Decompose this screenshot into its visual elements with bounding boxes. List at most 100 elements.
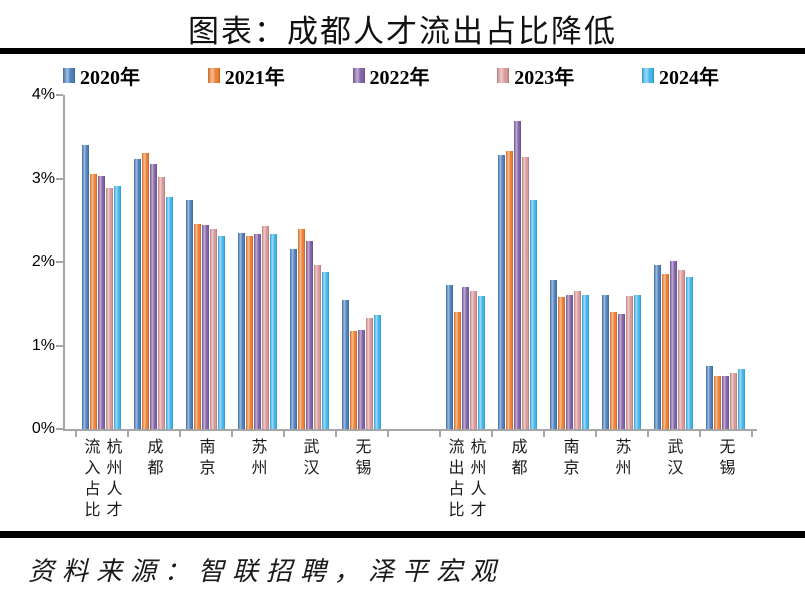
bar — [633, 295, 641, 429]
bar — [261, 226, 269, 429]
bar — [521, 156, 529, 429]
bar — [705, 366, 713, 429]
y-axis-tick — [56, 94, 63, 96]
bar — [245, 236, 253, 429]
x-axis-line — [63, 429, 757, 431]
bar — [149, 164, 157, 429]
x-axis-category-label: 南京 — [561, 438, 578, 480]
x-axis-label-column: 流入占比 — [81, 438, 99, 522]
bar — [193, 223, 201, 429]
legend-item-2022: 2022年 — [352, 61, 430, 90]
x-axis-category-label: 无锡 — [353, 438, 370, 480]
legend-swatch-icon — [642, 68, 654, 83]
x-axis-tick — [751, 429, 753, 437]
x-axis-tick — [231, 429, 233, 437]
x-axis-label-column: 杭州人才 — [103, 438, 121, 522]
legend-label: 2024年 — [659, 67, 719, 89]
chart-legend: 2020年 2021年 2022年 2023年 2024年 — [63, 61, 719, 90]
x-axis-category-label: 南京 — [197, 438, 214, 480]
bar — [617, 313, 625, 429]
x-axis-tick — [127, 429, 129, 437]
bar — [661, 273, 669, 429]
bar — [105, 187, 113, 429]
bar — [321, 272, 329, 429]
bar — [269, 234, 277, 429]
x-axis-category-label: 成都 — [509, 438, 526, 480]
x-axis-tick — [335, 429, 337, 437]
title-divider — [0, 48, 805, 54]
bar — [669, 261, 677, 429]
x-axis-category-label: 苏州 — [249, 438, 266, 480]
bar — [713, 376, 721, 429]
x-axis-label-column: 南京 — [560, 438, 578, 480]
bar — [573, 291, 581, 429]
legend-label: 2021年 — [224, 67, 285, 89]
x-axis-label-column: 苏州 — [248, 438, 266, 480]
bar — [305, 241, 313, 429]
bar — [609, 312, 617, 429]
x-axis-tick — [179, 429, 181, 437]
bar — [557, 297, 565, 429]
y-axis-tick — [56, 261, 63, 263]
bar — [357, 329, 365, 429]
bar — [89, 174, 97, 429]
bar — [185, 200, 193, 429]
legend-item-2024: 2024年 — [642, 61, 719, 90]
x-axis-category-label: 流出占比 杭州人才 — [446, 438, 485, 522]
bar — [653, 264, 661, 429]
source-note: 资料来源：智联招聘，泽平宏观 — [28, 557, 505, 586]
x-axis-tick — [439, 429, 441, 437]
bar — [313, 265, 321, 429]
x-axis-tick — [543, 429, 545, 437]
bar — [141, 152, 149, 429]
x-axis-tick — [595, 429, 597, 437]
x-axis-category-label: 武汉 — [665, 438, 682, 480]
x-axis-tick — [283, 429, 285, 437]
bar — [497, 155, 505, 429]
x-axis-label-column: 苏州 — [612, 438, 630, 480]
x-axis-tick — [699, 429, 701, 437]
bar — [505, 150, 513, 429]
bar — [549, 279, 557, 429]
x-axis-label-column: 南京 — [196, 438, 214, 480]
x-axis-label-column: 成都 — [508, 438, 526, 480]
bar — [581, 294, 589, 429]
legend-swatch-icon — [207, 68, 220, 83]
x-axis-category-label: 流入占比 杭州人才 — [82, 438, 121, 522]
y-axis-tick-label: 4% — [31, 86, 55, 103]
bar — [289, 249, 297, 429]
bar — [677, 270, 685, 429]
y-axis-tick-label: 3% — [31, 169, 55, 187]
x-axis-tick — [491, 429, 493, 437]
y-axis-line — [63, 95, 65, 429]
bar — [297, 229, 305, 429]
x-axis-tick — [75, 429, 77, 437]
y-axis-tick-label: 0% — [31, 420, 55, 437]
chart-title: 图表：成都人才流出占比降低 — [188, 14, 617, 49]
x-axis-label-column: 流出占比 — [445, 438, 463, 522]
legend-item-2020: 2020年 — [63, 61, 140, 90]
bar — [453, 312, 461, 429]
bar — [685, 277, 693, 429]
bar — [601, 295, 609, 429]
bar — [625, 296, 633, 429]
x-axis-label-column: 无锡 — [716, 438, 734, 480]
x-axis-tick — [647, 429, 649, 437]
bar — [365, 317, 373, 429]
bar — [201, 225, 209, 429]
legend-label: 2020年 — [80, 67, 140, 89]
bar — [97, 175, 105, 429]
bar — [253, 233, 261, 429]
x-axis-label-column: 无锡 — [352, 438, 370, 480]
legend-item-2021: 2021年 — [207, 61, 285, 90]
bar — [445, 284, 453, 429]
legend-swatch-icon — [497, 68, 510, 83]
bar — [113, 186, 121, 429]
bar — [565, 294, 573, 429]
bar — [477, 296, 485, 429]
bar — [349, 331, 357, 429]
legend-label: 2023年 — [514, 67, 575, 89]
bar — [157, 176, 165, 429]
legend-label: 2022年 — [369, 67, 430, 89]
